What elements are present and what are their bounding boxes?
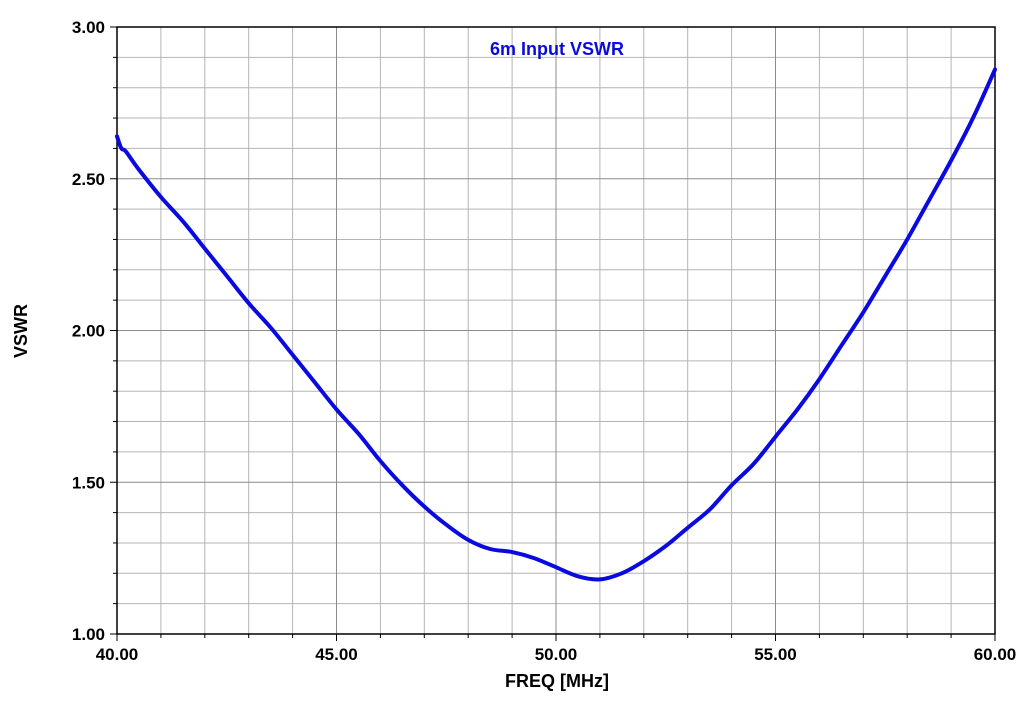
series-line-vswr <box>115 67 997 582</box>
y-axis-title: VSWR <box>11 304 31 358</box>
axis-ticks <box>110 26 996 641</box>
x-tick-label: 60.00 <box>974 645 1017 664</box>
x-tick-label: 40.00 <box>96 645 139 664</box>
y-tick-label: 1.50 <box>72 473 105 492</box>
y-tick-label: 2.50 <box>72 170 105 189</box>
x-tick-label: 55.00 <box>754 645 797 664</box>
x-tick-labels: 40.00 45.00 50.00 55.00 60.00 <box>96 645 1017 664</box>
y-tick-label: 2.00 <box>72 322 105 341</box>
x-tick-label: 45.00 <box>315 645 358 664</box>
x-axis-title: FREQ [MHz] <box>505 671 609 691</box>
chart-title: 6m Input VSWR <box>490 39 624 59</box>
y-tick-label: 3.00 <box>72 18 105 37</box>
y-tick-label: 1.00 <box>72 625 105 644</box>
x-tick-label: 50.00 <box>535 645 578 664</box>
y-tick-labels: 1.00 1.50 2.00 2.50 3.00 <box>72 18 105 644</box>
